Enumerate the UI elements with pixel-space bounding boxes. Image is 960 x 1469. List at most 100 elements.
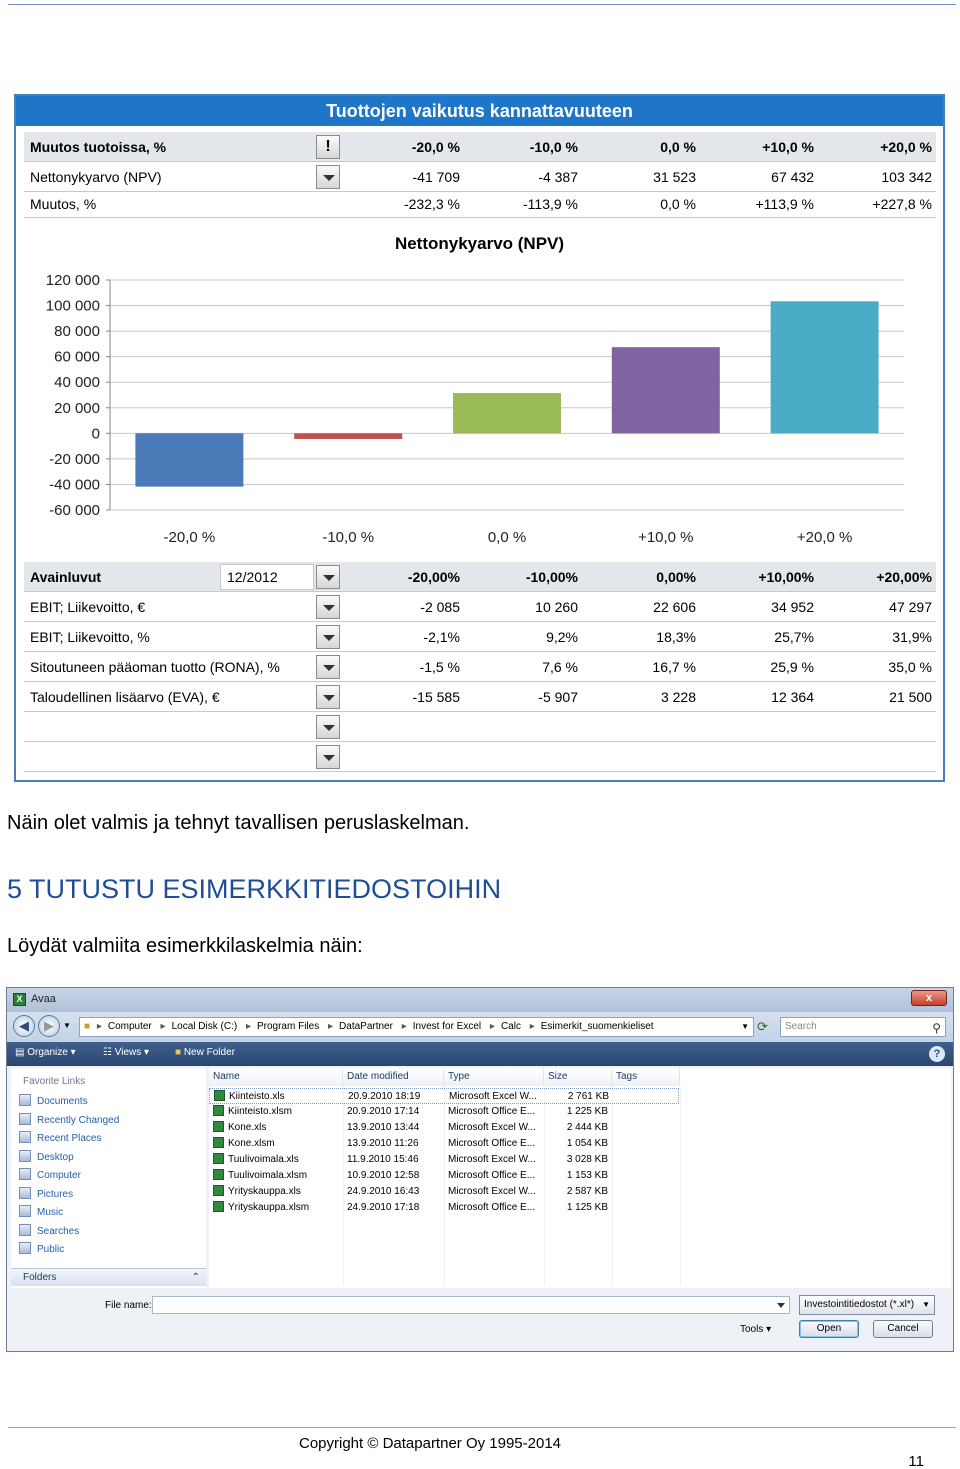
breadcrumb-item[interactable]: DataPartner xyxy=(339,1021,393,1032)
tools-menu[interactable]: Tools ▾ xyxy=(740,1324,771,1335)
address-dropdown-icon[interactable]: ▼ xyxy=(741,1022,749,1031)
cell-value: 67 432 xyxy=(771,169,814,185)
desktop-icon xyxy=(19,1149,31,1162)
favorite-link-searches[interactable]: Searches xyxy=(19,1223,79,1240)
excel-file-icon xyxy=(213,1169,224,1180)
cell-value: 103 342 xyxy=(881,169,932,185)
new-folder-button[interactable]: ■ New Folder xyxy=(175,1047,235,1058)
new-folder-label: New Folder xyxy=(183,1047,235,1058)
column-header-type[interactable]: Type xyxy=(444,1068,544,1086)
column-header: +10,00% xyxy=(758,569,814,585)
file-name-text: Kiinteisto.xls xyxy=(229,1091,285,1102)
file-row[interactable]: Tuulivoimala.xlsm 10.9.2010 12:58 Microsof… xyxy=(209,1168,679,1184)
file-row[interactable]: Kone.xls 13.9.2010 13:44 Microsoft Excel W… xyxy=(209,1120,679,1136)
breadcrumb-item[interactable]: Esimerkit_suomenkieliset xyxy=(540,1021,654,1032)
search-box[interactable]: Search ⚲ xyxy=(780,1017,946,1037)
cell-value: 47 297 xyxy=(889,599,932,615)
file-size: 1 054 KB xyxy=(566,1138,608,1149)
y-tick-label: 60 000 xyxy=(54,349,100,366)
back-arrow-icon[interactable]: ◀ xyxy=(13,1015,35,1037)
sensitivity-table: Muutos tuotoissa, % ! -20,0 % -10,0 % 0,… xyxy=(24,132,936,222)
cell-value: -2 085 xyxy=(420,599,460,615)
breadcrumb-item[interactable]: Invest for Excel xyxy=(412,1021,482,1032)
period-dropdown[interactable] xyxy=(316,565,340,589)
column-header-name[interactable]: Name xyxy=(209,1068,343,1086)
cell-value xyxy=(822,712,932,742)
chevron-up-icon: ⌃ xyxy=(191,1272,200,1283)
favorite-link-recently-changed[interactable]: Recently Changed xyxy=(19,1112,119,1129)
cell-value: 10 260 xyxy=(535,599,578,615)
file-type: Microsoft Office E... xyxy=(448,1138,536,1149)
column-header: -10,0 % xyxy=(529,139,578,155)
column-divider xyxy=(544,1086,545,1286)
cell-value: 35,0 % xyxy=(888,659,932,675)
bar xyxy=(453,393,561,434)
period-field[interactable]: 12/2012 xyxy=(220,564,314,590)
favorite-links-heading: Favorite Links xyxy=(23,1076,86,1087)
sheet-title: Tuottojen vaikutus kannattavuuteen xyxy=(16,96,943,126)
address-breadcrumb[interactable]: ■ ▸ Computer ▸ Local Disk (C:) ▸ Program Fi… xyxy=(79,1017,754,1037)
bar xyxy=(294,433,403,439)
column-header-size[interactable]: Size xyxy=(544,1068,612,1086)
file-row[interactable]: Kiinteisto.xlsm 20.9.2010 17:14 Microsoft … xyxy=(209,1104,679,1120)
cell-value: -232,3 % xyxy=(403,196,460,212)
info-button[interactable]: ! xyxy=(316,135,340,159)
favorite-link-pictures[interactable]: Pictures xyxy=(19,1186,73,1203)
search-placeholder: Search xyxy=(785,1021,817,1032)
favorite-link-music[interactable]: Music xyxy=(19,1205,63,1221)
favorite-link-desktop[interactable]: Desktop xyxy=(19,1149,74,1166)
column-header-tags[interactable]: Tags xyxy=(612,1068,680,1086)
cell-value xyxy=(586,712,696,742)
row-dropdown[interactable] xyxy=(316,595,340,619)
cell-value xyxy=(350,742,460,772)
row-dropdown[interactable] xyxy=(316,655,340,679)
file-size: 3 028 KB xyxy=(566,1154,608,1165)
column-divider xyxy=(343,1086,344,1286)
favorite-link-computer[interactable]: Computer xyxy=(19,1168,81,1184)
help-icon[interactable]: ? xyxy=(929,1046,945,1062)
x-tick-label: -20,0 % xyxy=(164,529,216,546)
file-row[interactable]: Tuulivoimala.xls 11.9.2010 15:46 Microsoft… xyxy=(209,1152,679,1168)
y-tick-label: 80 000 xyxy=(54,323,100,340)
file-date: 20.9.2010 17:14 xyxy=(347,1106,420,1117)
row-dropdown[interactable] xyxy=(316,625,340,649)
column-header-date[interactable]: Date modified xyxy=(343,1068,444,1086)
breadcrumb-item[interactable]: Program Files xyxy=(256,1021,320,1032)
row-dropdown[interactable] xyxy=(316,745,340,769)
recent-pages-chevron-icon[interactable]: ▼ xyxy=(63,1021,71,1030)
cell-value: -2,1% xyxy=(423,629,460,645)
cell-value: 25,9 % xyxy=(770,659,814,675)
breadcrumb-item[interactable]: Local Disk (C:) xyxy=(171,1021,238,1032)
open-button[interactable]: Open xyxy=(799,1320,859,1338)
row-dropdown[interactable] xyxy=(316,165,340,189)
views-menu[interactable]: ☷ Views ▾ xyxy=(103,1047,149,1058)
file-type-filter[interactable]: Investointitiedostot (*.xl*) ▼ xyxy=(799,1295,935,1315)
forward-arrow-icon[interactable]: ▶ xyxy=(38,1015,60,1037)
file-row[interactable]: Yrityskauppa.xls 24.9.2010 16:43 Microsoft… xyxy=(209,1184,679,1200)
folders-toggle[interactable]: Folders ⌃ xyxy=(11,1268,206,1286)
refresh-icon[interactable]: ⟳ xyxy=(757,1019,768,1034)
favorite-link-label: Documents xyxy=(37,1096,88,1107)
breadcrumb-item[interactable]: Calc xyxy=(500,1021,521,1032)
row-dropdown[interactable] xyxy=(316,715,340,739)
file-row[interactable]: Kiinteisto.xls 20.9.2010 18:19 Microsoft E… xyxy=(209,1088,679,1104)
breadcrumb-item[interactable]: Computer xyxy=(107,1021,152,1032)
dialog-footer: File name: Investointitiedostot (*.xl*) … xyxy=(7,1288,953,1351)
close-button[interactable]: x xyxy=(911,990,947,1006)
file-name-text: Kone.xls xyxy=(228,1122,267,1133)
organize-menu[interactable]: ▤ Organize ▾ xyxy=(15,1047,76,1058)
favorite-link-public[interactable]: Public xyxy=(19,1242,64,1258)
favorite-link-documents[interactable]: Documents xyxy=(19,1094,88,1110)
favorite-link-recent-places[interactable]: Recent Places xyxy=(19,1131,101,1147)
file-row[interactable]: Yrityskauppa.xlsm 24.9.2010 17:18 Microsof… xyxy=(209,1200,679,1216)
file-name-input[interactable] xyxy=(152,1296,790,1314)
file-row[interactable]: Kone.xlsm 13.9.2010 11:26 Microsoft Office… xyxy=(209,1136,679,1152)
file-name-text: Yrityskauppa.xlsm xyxy=(228,1202,310,1213)
x-tick-label: +10,0 % xyxy=(638,529,693,546)
footer-rule xyxy=(8,1427,956,1428)
search-icon[interactable]: ⚲ xyxy=(932,1021,941,1035)
cell-value: 21 500 xyxy=(889,689,932,705)
row-dropdown[interactable] xyxy=(316,685,340,709)
cancel-button[interactable]: Cancel xyxy=(873,1320,933,1338)
organize-label: Organize xyxy=(27,1047,68,1058)
